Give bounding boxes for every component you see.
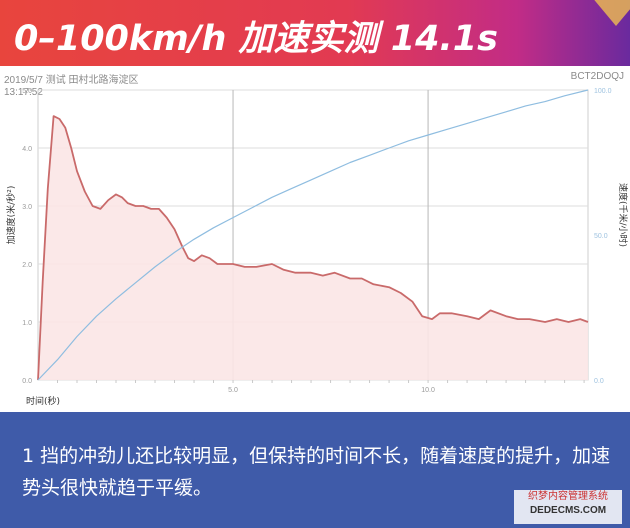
x-tick-label: 5.0: [228, 387, 238, 394]
y-tick-label-right: 50.0: [594, 233, 608, 240]
x-axis-label: 时间(秒): [26, 395, 60, 407]
watermark-line2: DEDECMS.COM: [529, 505, 607, 516]
y-axis-label-right: 速度(千米/小时): [617, 183, 629, 247]
y-tick-label-left: 5.0: [22, 88, 32, 95]
title-banner: 0–100km/h 加速实测 14.1s: [0, 0, 630, 66]
banner-decoration: [586, 0, 630, 26]
y-tick-label-left: 2.0: [22, 262, 32, 269]
watermark-line1: 织梦内容管理系统: [528, 491, 608, 502]
y-tick-label-left: 0.0: [22, 378, 32, 385]
acceleration-speed-chart: 0.0 1.0 2.0 3.0 4.0 5.0 5.0 10.0 0.0 50.0 100.0 时间(…: [5, 88, 629, 407]
test-time: 13:17:52: [4, 87, 43, 98]
x-tick-label: 10.0: [421, 387, 435, 394]
y-tick-label-left: 1.0: [22, 320, 32, 327]
y-tick-label-right: 0.0: [594, 378, 604, 385]
y-tick-label-right: 100.0: [594, 88, 612, 95]
y-tick-label-left: 4.0: [22, 146, 32, 153]
acceleration-area: [38, 116, 588, 380]
caption-text: 1 挡的冲劲儿还比较明显，但保持的时间不长，随着速度的提升，加速势头很快就趋于平…: [22, 445, 611, 499]
test-code: BCT2DOQJ: [570, 71, 624, 82]
test-date-location: 2019/5/7 测试 田村北路海淀区: [4, 75, 139, 86]
acceleration-line: [37, 115, 589, 381]
banner-title: 0–100km/h 加速实测 14.1s: [14, 19, 498, 59]
watermark: 织梦内容管理系统 DEDECMS.COM: [514, 490, 622, 524]
y-tick-label-left: 3.0: [22, 204, 32, 211]
speed-line: [37, 89, 589, 381]
y-axis-label-left: 加速度(米/秒²): [5, 186, 17, 245]
